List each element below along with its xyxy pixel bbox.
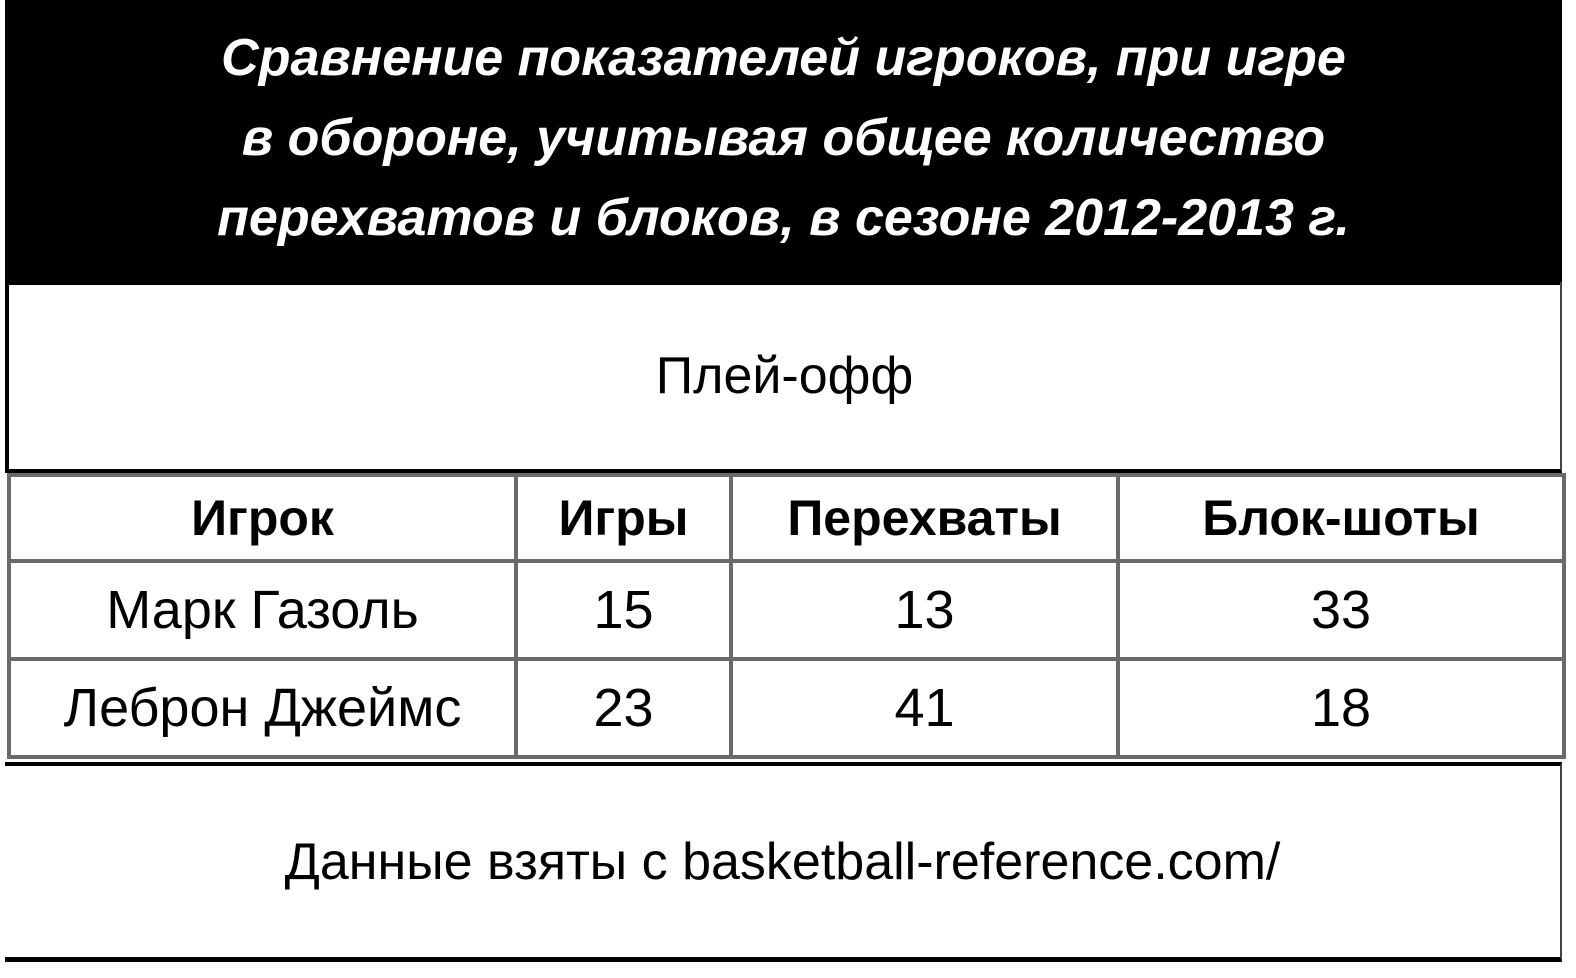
- table-title: Сравнение показателей игроков, при игре …: [5, 0, 1562, 285]
- cell-blocks: 18: [1116, 657, 1566, 759]
- table-row: Марк Газоль 15 13 33: [7, 559, 1566, 661]
- title-line: перехватов и блоков, в сезоне 2012-2013 …: [217, 189, 1350, 247]
- table-subtitle: Плей-офф: [5, 282, 1562, 473]
- column-header-blocks: Блок-шоты: [1116, 473, 1566, 563]
- cell-games: 23: [514, 657, 733, 759]
- cell-games: 15: [514, 559, 733, 661]
- cell-blocks: 33: [1116, 559, 1566, 661]
- column-header-games: Игры: [514, 473, 733, 563]
- header-row: Игрок Игры Перехваты Блок-шоты: [7, 473, 1566, 563]
- table-row: Леброн Джеймс 23 41 18: [7, 657, 1566, 759]
- column-header-steals: Перехваты: [729, 473, 1120, 563]
- title-line: в обороне, учитывая общее количество: [241, 109, 1326, 167]
- cell-player: Леброн Джеймс: [7, 657, 518, 759]
- column-header-player: Игрок: [7, 473, 518, 563]
- cell-player: Марк Газоль: [7, 559, 518, 661]
- source-note: Данные взяты с basketball-reference.com/: [5, 762, 1562, 962]
- stats-table: Игрок Игры Перехваты Блок-шоты Марк Газо…: [7, 473, 1566, 759]
- title-line: Сравнение показателей игроков, при игре: [221, 29, 1346, 87]
- cell-steals: 13: [729, 559, 1120, 661]
- cell-steals: 41: [729, 657, 1120, 759]
